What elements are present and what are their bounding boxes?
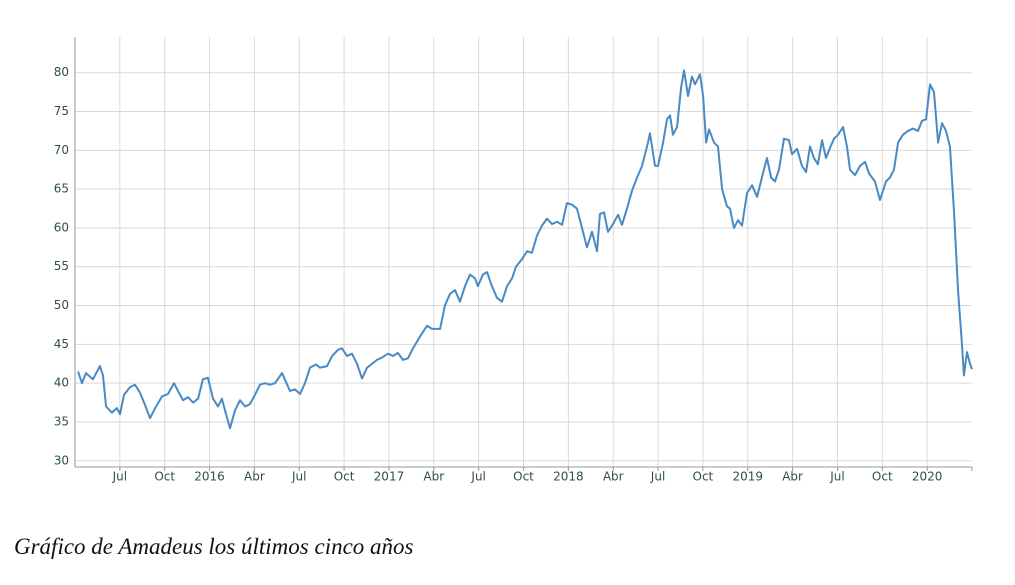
y-tick-label: 45 xyxy=(54,337,69,351)
y-tick-label: 75 xyxy=(54,104,69,118)
x-tick-label: Oct xyxy=(872,470,893,484)
x-tick-label: 2019 xyxy=(732,470,763,484)
y-tick-label: 55 xyxy=(54,259,69,273)
x-tick-label: 2017 xyxy=(374,470,405,484)
x-tick-label: Jul xyxy=(112,470,127,484)
y-tick-label: 40 xyxy=(54,376,69,390)
y-tick-label: 65 xyxy=(54,182,69,196)
y-tick-label: 80 xyxy=(54,65,69,79)
x-tick-label: Oct xyxy=(693,470,714,484)
price-line xyxy=(77,69,973,430)
x-tick-label: Abr xyxy=(782,470,803,484)
y-tick-label: 70 xyxy=(54,143,69,157)
x-tick-label: Abr xyxy=(423,470,444,484)
y-tick-label: 60 xyxy=(54,220,69,234)
y-tick-label: 50 xyxy=(54,298,69,312)
x-tick-label: 2016 xyxy=(194,470,225,484)
caption: Gráfico de Amadeus los últimos cinco año… xyxy=(14,534,414,559)
x-tick-label: 2020 xyxy=(912,470,943,484)
x-tick-label: Abr xyxy=(603,470,624,484)
x-tick-label: Oct xyxy=(154,470,175,484)
x-tick-label: Abr xyxy=(244,470,265,484)
x-tick-label: Jul xyxy=(470,470,485,484)
x-tick-label: Oct xyxy=(513,470,534,484)
x-tick-label: Oct xyxy=(334,470,355,484)
x-tick-label: Jul xyxy=(650,470,665,484)
y-tick-label: 35 xyxy=(54,414,69,428)
x-tick-label: Jul xyxy=(829,470,844,484)
y-tick-label: 30 xyxy=(54,453,69,467)
x-tick-label: Jul xyxy=(291,470,306,484)
x-tick-label: 2018 xyxy=(553,470,584,484)
chart: 30 35 40 45 50 55 60 65 70 75 80 Jul Oct 2016 Abr Jul Oc… xyxy=(54,37,973,484)
